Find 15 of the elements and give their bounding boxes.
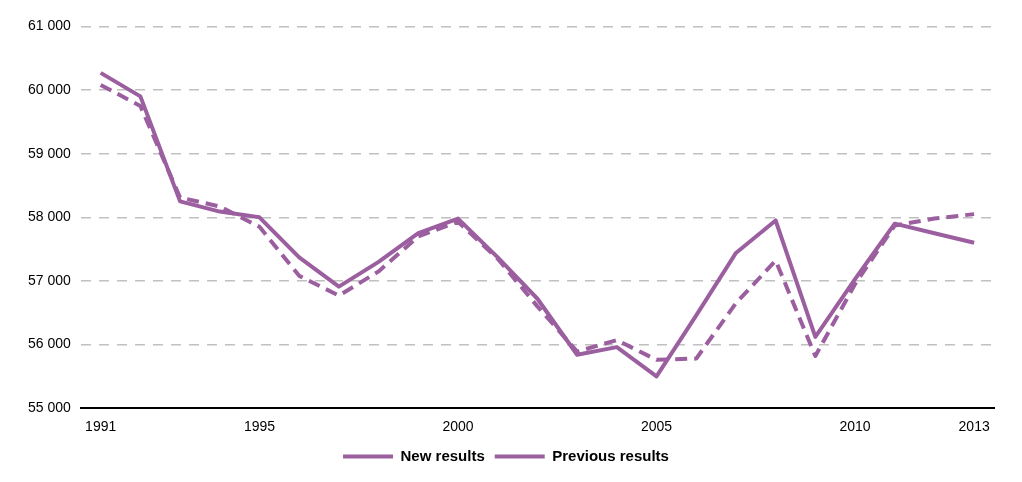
legend-label: Previous results — [552, 446, 669, 464]
legend-label: New results — [400, 446, 485, 464]
y-tick-label: 56 000 — [27, 335, 72, 352]
y-tick-label: 61 000 — [27, 17, 72, 34]
y-tick-label: 58 000 — [27, 208, 72, 225]
y-tick-label: 60 000 — [27, 80, 72, 97]
y-tick-label: 55 000 — [27, 399, 72, 416]
x-tick-label: 2010 — [839, 418, 871, 435]
y-tick-label: 57 000 — [27, 271, 72, 288]
x-tick-label: 2013 — [958, 418, 990, 435]
x-tick-label: 2000 — [442, 418, 474, 435]
x-tick-label: 1991 — [85, 418, 117, 435]
x-tick-label: 1995 — [243, 418, 276, 435]
x-tick-label: 2005 — [640, 418, 673, 435]
y-tick-label: 59 000 — [27, 144, 72, 161]
